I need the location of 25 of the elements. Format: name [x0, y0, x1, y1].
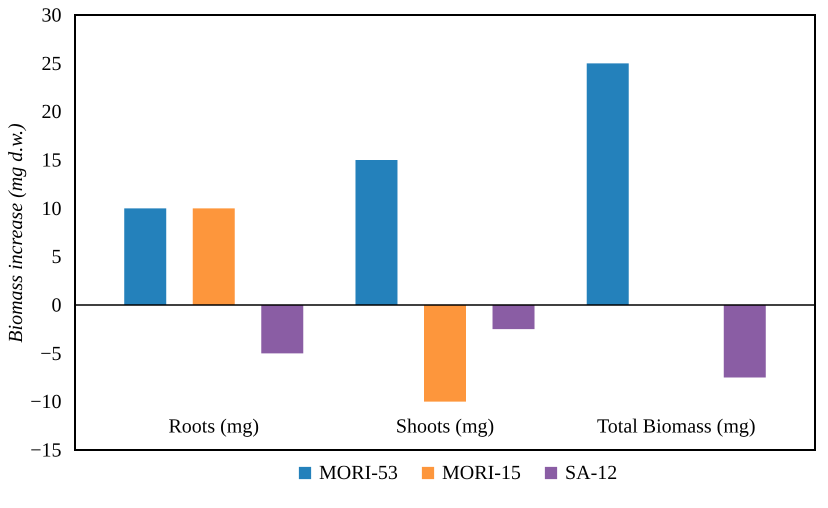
- y-tick-label: 0: [52, 294, 62, 316]
- y-tick-label: −10: [30, 391, 62, 414]
- bar: [424, 305, 466, 402]
- bar: [124, 208, 166, 305]
- x-tick-label: Shoots (mg): [396, 416, 494, 438]
- x-tick-label: Roots (mg): [168, 416, 260, 438]
- y-tick-label: 10: [42, 198, 62, 220]
- legend-label: MORI-53: [319, 462, 398, 484]
- legend-label: SA-12: [565, 462, 618, 484]
- y-tick-label: −15: [30, 440, 62, 462]
- bar: [355, 160, 398, 305]
- y-tick-label: 20: [42, 101, 62, 124]
- bar: [192, 208, 235, 305]
- bar: [492, 305, 535, 330]
- y-tick-label: 25: [42, 52, 62, 75]
- y-axis-title: Biomass increase (mg d.w.): [5, 122, 28, 343]
- y-tick-label: 15: [42, 150, 62, 172]
- y-tick-label: 30: [42, 4, 62, 26]
- legend-label: MORI-15: [442, 462, 521, 484]
- bar: [261, 305, 304, 354]
- x-tick-label: Total Biomass (mg): [596, 416, 756, 438]
- bar: [724, 305, 766, 378]
- y-tick-label: 5: [52, 246, 62, 268]
- bar: [586, 63, 629, 305]
- y-tick-label: −5: [40, 342, 62, 365]
